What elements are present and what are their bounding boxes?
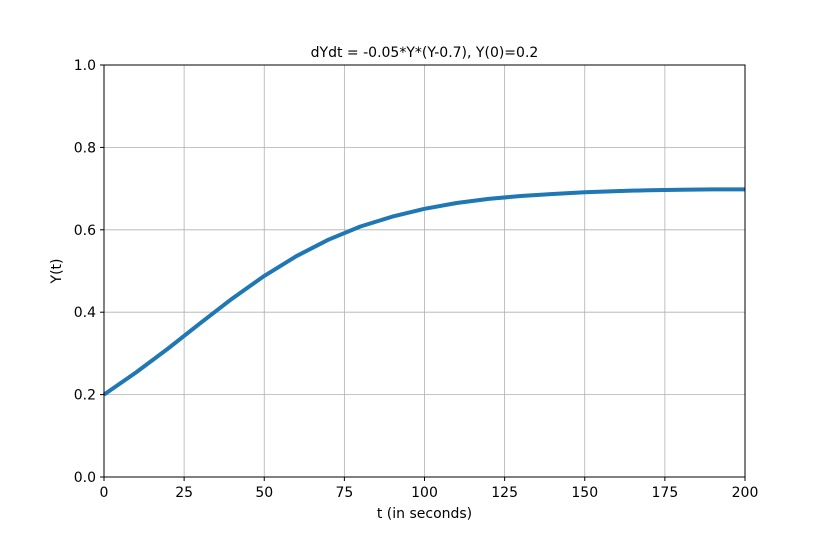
y-tick-label: 0.4 <box>74 305 96 321</box>
x-tick-label: 25 <box>175 485 193 501</box>
x-tick-label: 50 <box>255 485 273 501</box>
series-line <box>102 187 745 397</box>
x-tick-label: 175 <box>652 485 679 501</box>
y-tick-label: 0.6 <box>74 223 96 239</box>
x-tick-label: 100 <box>411 485 438 501</box>
x-tick-label: 200 <box>732 485 759 501</box>
x-axis-label: t (in seconds) <box>377 506 472 522</box>
y-tick-label: 1.0 <box>74 58 96 74</box>
y-tick-label: 0.0 <box>74 470 96 486</box>
x-tick-label: 150 <box>571 485 598 501</box>
y-tick-label: 0.2 <box>74 388 96 404</box>
x-tick-label: 125 <box>491 485 518 501</box>
y-axis-label: Y(t) <box>49 259 65 285</box>
chart-title: dYdt = -0.05*Y*(Y-0.7), Y(0)=0.2 <box>311 45 539 61</box>
y-tick-label: 0.8 <box>74 140 96 156</box>
x-tick-label: 75 <box>335 485 353 501</box>
x-tick-label: 0 <box>100 485 109 501</box>
